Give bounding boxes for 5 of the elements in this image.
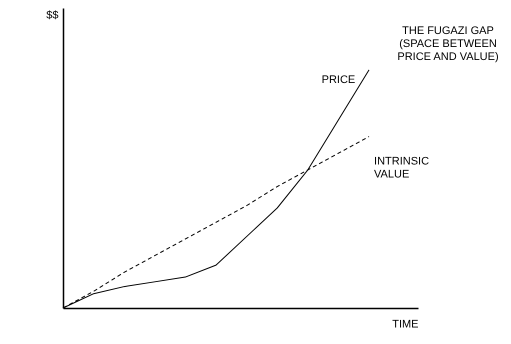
series-label: PRICE bbox=[322, 74, 356, 86]
x-axis-title: TIME bbox=[392, 318, 418, 330]
y-axis-title: $$ bbox=[46, 10, 58, 22]
series-label: INTRINSIC VALUE bbox=[374, 156, 430, 181]
text: THE FUGAZI GAP (SPACE BETWEEN PRICE AND VALUE) bbox=[397, 25, 499, 63]
